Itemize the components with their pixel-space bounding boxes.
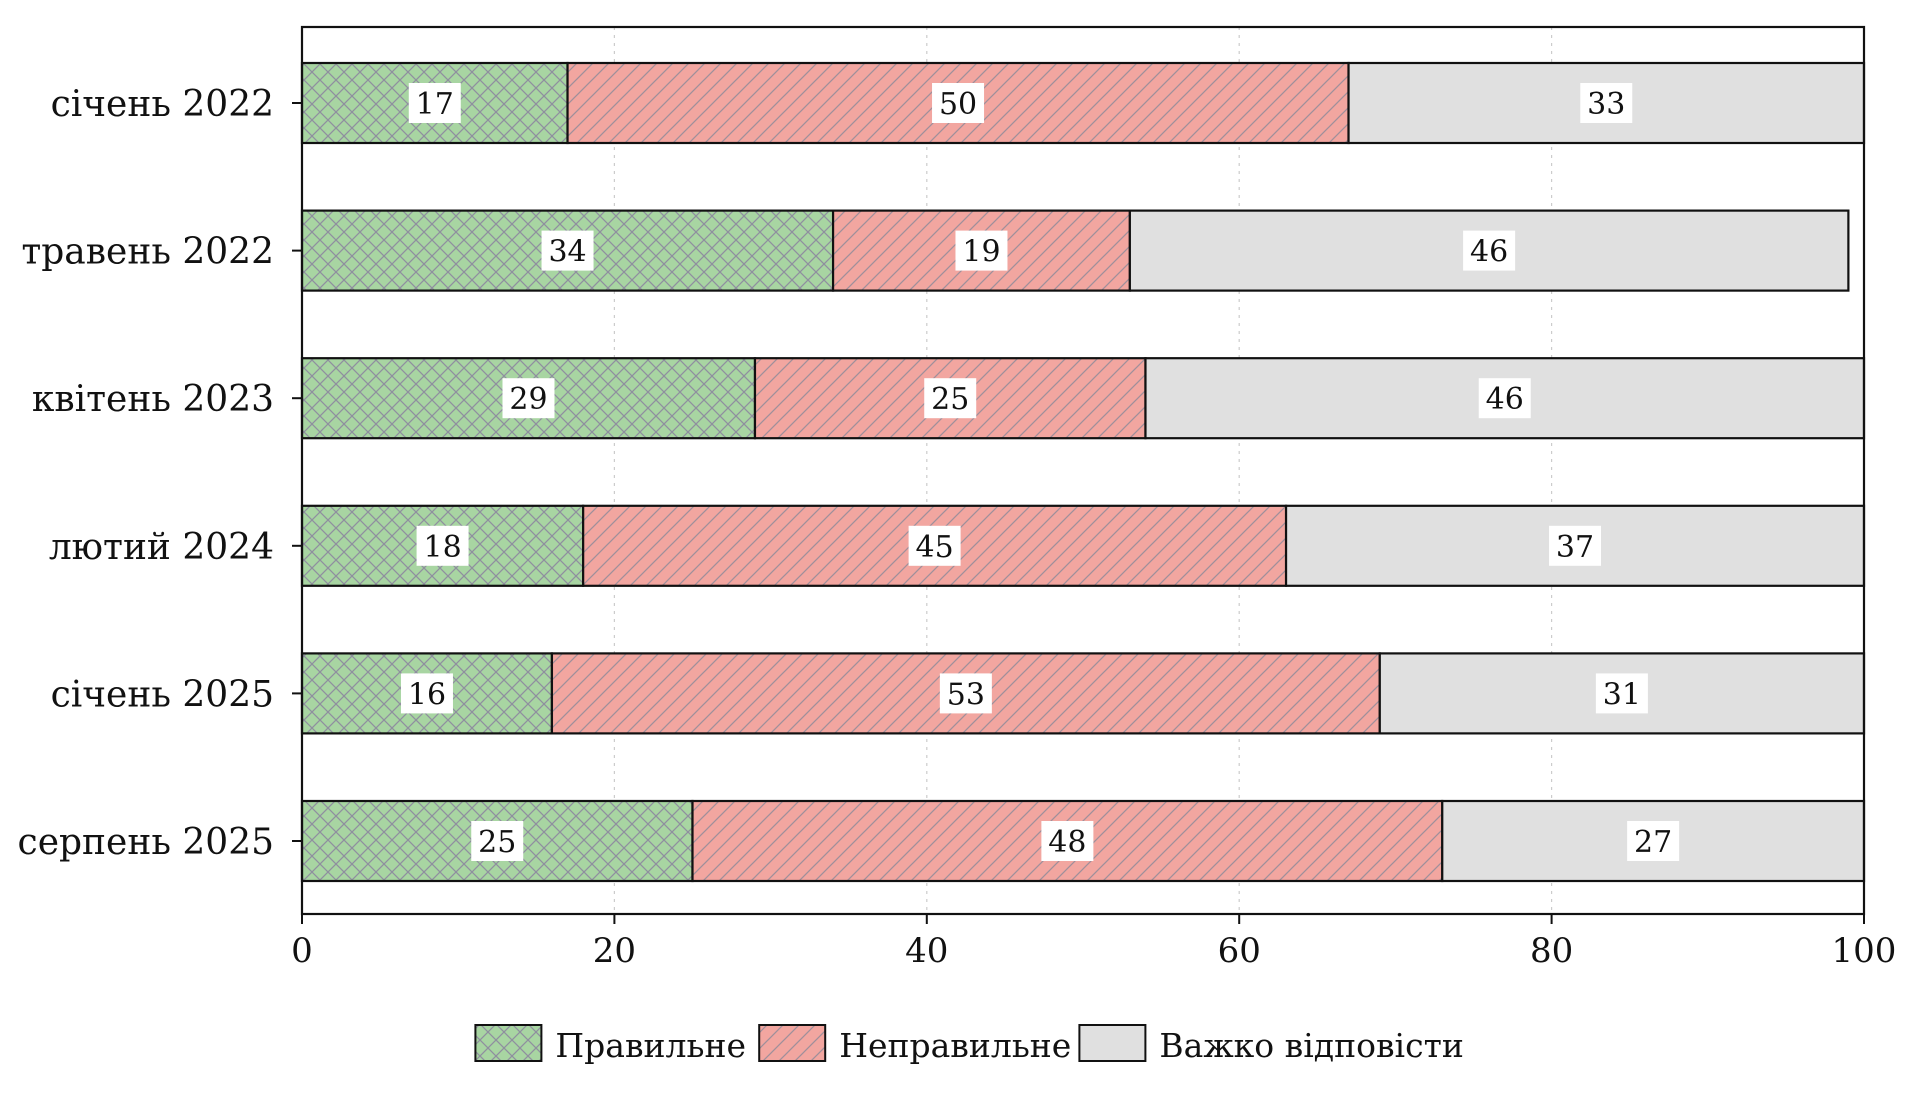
data-label-box bbox=[932, 83, 985, 123]
x-tick-label: 80 bbox=[1530, 931, 1573, 971]
legend-label: Неправильне bbox=[839, 1026, 1071, 1065]
bars bbox=[300, 61, 1866, 883]
legend-label: Правильне bbox=[555, 1026, 746, 1065]
data-labels: 17 50 33 34 19 46 29 25 46 18 45 37 16 53 31 25 48 27 bbox=[400, 83, 1680, 861]
data-label-box bbox=[1580, 83, 1633, 123]
legend-swatch-outline bbox=[1078, 1024, 1147, 1062]
data-label-box bbox=[541, 230, 594, 271]
data-label: 46 bbox=[1486, 382, 1524, 417]
data-label-box bbox=[1478, 378, 1531, 419]
data-label: 45 bbox=[916, 530, 954, 565]
data-label-box bbox=[1595, 673, 1648, 714]
x-tick-label: 60 bbox=[1218, 931, 1261, 971]
data-label: 34 bbox=[548, 235, 586, 270]
category-label: серпень 2025 bbox=[18, 822, 274, 863]
category-label: січень 2025 bbox=[51, 674, 274, 715]
plot-frame bbox=[300, 25, 1866, 916]
data-label-box bbox=[1627, 821, 1680, 861]
data-label-box bbox=[502, 378, 555, 419]
data-label: 46 bbox=[1470, 235, 1508, 270]
data-label-box bbox=[924, 378, 977, 419]
data-label: 48 bbox=[1048, 825, 1086, 860]
legend-swatch-hatch bbox=[475, 1025, 542, 1061]
legend-swatch-outline bbox=[474, 1024, 543, 1062]
data-label: 29 bbox=[509, 382, 547, 417]
data-label: 17 bbox=[416, 87, 454, 122]
x-tick-label: 20 bbox=[593, 931, 636, 971]
data-label: 37 bbox=[1556, 530, 1594, 565]
grid-lines bbox=[613, 27, 1553, 914]
x-tick-label: 0 bbox=[291, 931, 313, 971]
data-label: 18 bbox=[423, 530, 461, 565]
x-tick-label: 100 bbox=[1832, 931, 1897, 971]
legend: Правильне Неправильне Важко відповісти bbox=[474, 1024, 1464, 1065]
x-tick-label: 40 bbox=[905, 931, 948, 971]
legend-label: Важко відповісти bbox=[1159, 1026, 1463, 1065]
data-label: 27 bbox=[1634, 825, 1672, 860]
data-label: 53 bbox=[947, 677, 985, 712]
data-label-box bbox=[939, 673, 992, 714]
data-label: 19 bbox=[962, 235, 1000, 270]
category-label: січень 2022 bbox=[51, 84, 274, 125]
data-label: 33 bbox=[1587, 87, 1625, 122]
data-label-box bbox=[1041, 821, 1094, 861]
axes: січень 2022 травень 2022 квітень 2023 лютий… bbox=[18, 25, 1897, 971]
category-label: квітень 2023 bbox=[32, 379, 274, 420]
data-label-box bbox=[471, 821, 524, 861]
data-label: 25 bbox=[478, 825, 516, 860]
data-label: 50 bbox=[939, 87, 977, 122]
legend-swatch-outline bbox=[758, 1024, 827, 1062]
bar-outline bbox=[1128, 209, 1850, 292]
category-label: лютий 2024 bbox=[49, 527, 274, 568]
legend-swatch bbox=[1079, 1025, 1146, 1061]
data-label-box bbox=[955, 230, 1008, 271]
category-label: травень 2022 bbox=[21, 232, 274, 273]
data-label: 25 bbox=[931, 382, 969, 417]
data-label-box bbox=[1463, 230, 1516, 271]
data-label-box bbox=[408, 83, 461, 123]
data-label-box bbox=[1549, 525, 1602, 566]
data-label: 16 bbox=[408, 677, 446, 712]
data-label-box bbox=[400, 673, 453, 714]
data-label: 31 bbox=[1603, 677, 1641, 712]
legend-swatch-hatch bbox=[759, 1025, 826, 1061]
data-label-box bbox=[416, 525, 469, 566]
data-label-box bbox=[908, 525, 961, 566]
